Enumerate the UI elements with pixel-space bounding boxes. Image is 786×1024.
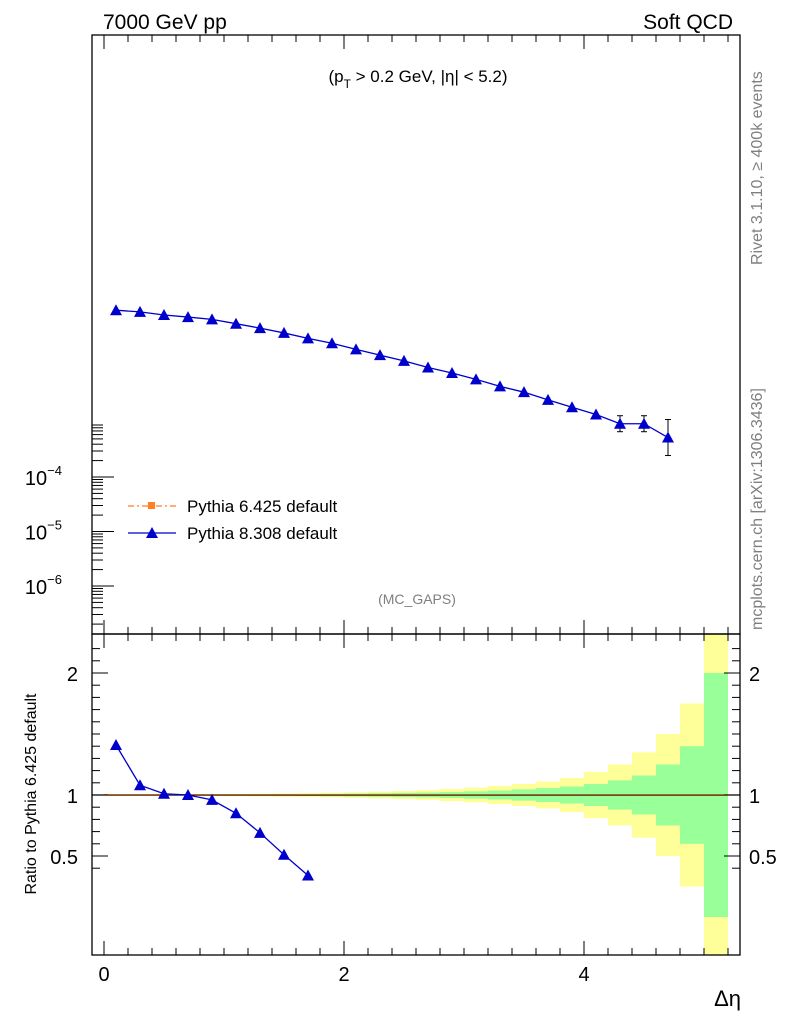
y-tick-exponent: −4 xyxy=(47,463,62,478)
ratio-marker xyxy=(182,789,194,800)
y-tick-label: 10−4 xyxy=(25,463,62,490)
main-marker xyxy=(518,386,530,398)
main-marker xyxy=(542,393,554,405)
ratio-marker xyxy=(230,807,242,819)
ratio-marker xyxy=(158,787,170,799)
main-marker xyxy=(158,308,170,320)
ratio-marker xyxy=(254,826,266,838)
main-marker xyxy=(278,326,290,338)
ratio-y-tick-label-right: 2 xyxy=(749,664,760,686)
main-frame xyxy=(91,34,741,635)
ratio-ylabel: Ratio to Pythia 6.425 default xyxy=(23,693,40,895)
legend-label-pythia8: Pythia 8.308 default xyxy=(187,524,338,543)
main-marker xyxy=(398,354,410,366)
legend-entry-pythia6: Pythia 6.425 default xyxy=(128,497,338,516)
legend: Pythia 6.425 default Pythia 8.308 defaul… xyxy=(128,497,338,543)
main-marker xyxy=(254,322,266,334)
main-marker xyxy=(638,417,650,429)
rivet-label: Rivet 3.1.10, ≥ 400k events xyxy=(749,71,766,265)
legend-label-pythia6: Pythia 6.425 default xyxy=(187,497,338,516)
x-axis-label: Δη xyxy=(714,986,741,1011)
main-marker xyxy=(302,332,314,344)
main-series-pythia8 xyxy=(110,304,674,457)
ratio-marker xyxy=(206,793,218,805)
header-right: Soft QCD xyxy=(643,11,733,34)
y-tick-exponent: −6 xyxy=(47,572,62,587)
ratio-y-tick-label-right: 0.5 xyxy=(749,847,777,869)
main-marker xyxy=(326,337,338,349)
main-marker xyxy=(134,305,146,317)
main-series-line xyxy=(115,309,669,439)
main-marker xyxy=(110,304,122,316)
x-tick-label: 2 xyxy=(338,964,349,986)
mcplots-label: mcplots.cern.ch [arXiv:1306.3436] xyxy=(749,388,766,630)
ratio-uncertainty-bands xyxy=(92,634,740,955)
main-marker xyxy=(470,373,482,385)
ratio-marker xyxy=(278,848,290,860)
ratio-y-tick-label-left: 0.5 xyxy=(50,847,78,869)
main-marker xyxy=(566,401,578,413)
ratio-series-line xyxy=(115,744,309,877)
main-marker xyxy=(422,361,434,373)
ratio-marker xyxy=(110,738,122,750)
x-tick-label: 0 xyxy=(98,964,109,986)
header-left: 7000 GeV pp xyxy=(103,11,227,34)
ratio-y-tick-label-left: 2 xyxy=(67,664,78,686)
ratio-y-tick-label-left: 1 xyxy=(67,786,78,808)
y-tick-label: 10−6 xyxy=(25,572,62,599)
main-marker xyxy=(662,431,674,443)
main-marker xyxy=(614,417,626,429)
main-marker xyxy=(446,366,458,378)
x-tick-label: 4 xyxy=(578,964,589,986)
main-marker xyxy=(350,343,362,355)
cut-annotation: (pT > 0.2 GeV, |η| < 5.2) xyxy=(328,67,507,91)
analysis-tag: (MC_GAPS) xyxy=(378,591,456,607)
ratio-y-tick-label-right: 1 xyxy=(749,786,760,808)
main-marker xyxy=(182,311,194,323)
y-tick-label: 10−5 xyxy=(25,518,62,545)
axes: 0 2 4 10−4 10−5 10−6 0.5 0.5 1 1 2 2 xyxy=(25,34,777,986)
legend-entry-pythia8: Pythia 8.308 default xyxy=(128,524,338,543)
y-tick-exponent: −5 xyxy=(47,518,62,533)
main-marker xyxy=(230,317,242,329)
main-marker xyxy=(206,313,218,325)
main-marker xyxy=(590,408,602,420)
ratio-marker xyxy=(302,869,314,881)
main-marker xyxy=(374,349,386,361)
ratio-series-pythia8 xyxy=(110,738,314,881)
ratio-marker xyxy=(134,779,146,791)
main-marker xyxy=(494,380,506,392)
